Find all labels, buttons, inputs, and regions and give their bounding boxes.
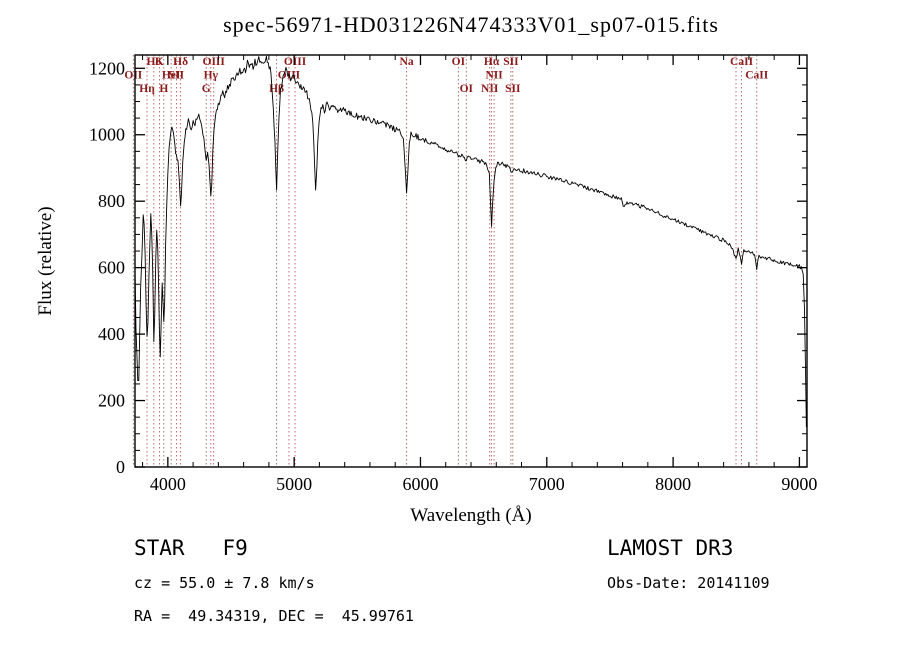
spectral-line-label: NII: [485, 70, 503, 82]
spectral-line-label: SII: [505, 83, 521, 95]
spectral-line-label: NII: [481, 83, 499, 95]
y-tick-label: 600: [98, 258, 125, 278]
spectral-line-label: SII: [169, 70, 185, 82]
x-axis-label: Wavelength (Å): [410, 505, 532, 526]
spectral-line-label: Hγ: [204, 70, 219, 82]
star-class-label: STAR F9: [134, 536, 248, 560]
spectral-line-label: Hη: [139, 83, 155, 95]
spectral-line-label: SII: [503, 56, 519, 68]
ra-dec-value: RA = 49.34319, DEC = 45.99761: [134, 607, 414, 625]
x-tick-label: 8000: [655, 474, 691, 494]
obs-date-label: Obs-Date: 20141109: [607, 574, 770, 592]
spectral-line-label: H8: [146, 56, 161, 68]
spectral-line-label: K: [155, 56, 164, 68]
spectral-line-label: Hδ: [173, 56, 188, 68]
y-tick-label: 1000: [89, 125, 125, 145]
spectral-line-label: CaII: [730, 56, 754, 68]
spectral-line-label: H: [159, 83, 168, 95]
x-tick-label: 9000: [781, 474, 817, 494]
spectral-line-label: CaII: [745, 70, 769, 82]
survey-label: LAMOST DR3: [607, 536, 734, 560]
y-tick-label: 1200: [89, 58, 125, 78]
y-tick-label: 0: [116, 457, 125, 477]
spectral-line-label: Hα: [484, 56, 500, 68]
y-axis-label: Flux (relative): [35, 206, 56, 316]
spectral-line-label: OIII: [284, 56, 307, 68]
spectral-line-label: OII: [124, 70, 142, 82]
spectral-line-label: OI: [460, 83, 474, 95]
x-tick-label: 4000: [150, 474, 186, 494]
x-tick-label: 7000: [529, 474, 565, 494]
flux-spectrum-line: [135, 55, 807, 428]
x-tick-label: 5000: [276, 474, 312, 494]
axes-group: 4000 5000 6000 7000 8000 9000 0 200 400 600 800 100…: [89, 54, 817, 494]
plot-title: spec-56971-HD031226N474333V01_sp07-015.f…: [223, 12, 719, 37]
y-tick-label: 200: [98, 391, 125, 411]
x-tick-label: 6000: [402, 474, 438, 494]
y-tick-label: 400: [98, 324, 125, 344]
spectral-line-label: G: [202, 83, 211, 95]
spectral-line-label: OIII: [203, 56, 226, 68]
y-tick-label: 800: [98, 191, 125, 211]
spectral-line-label: OI: [452, 56, 466, 68]
spectral-line-label: Na: [400, 56, 414, 68]
cz-value: cz = 55.0 ± 7.8 km/s: [134, 574, 315, 592]
